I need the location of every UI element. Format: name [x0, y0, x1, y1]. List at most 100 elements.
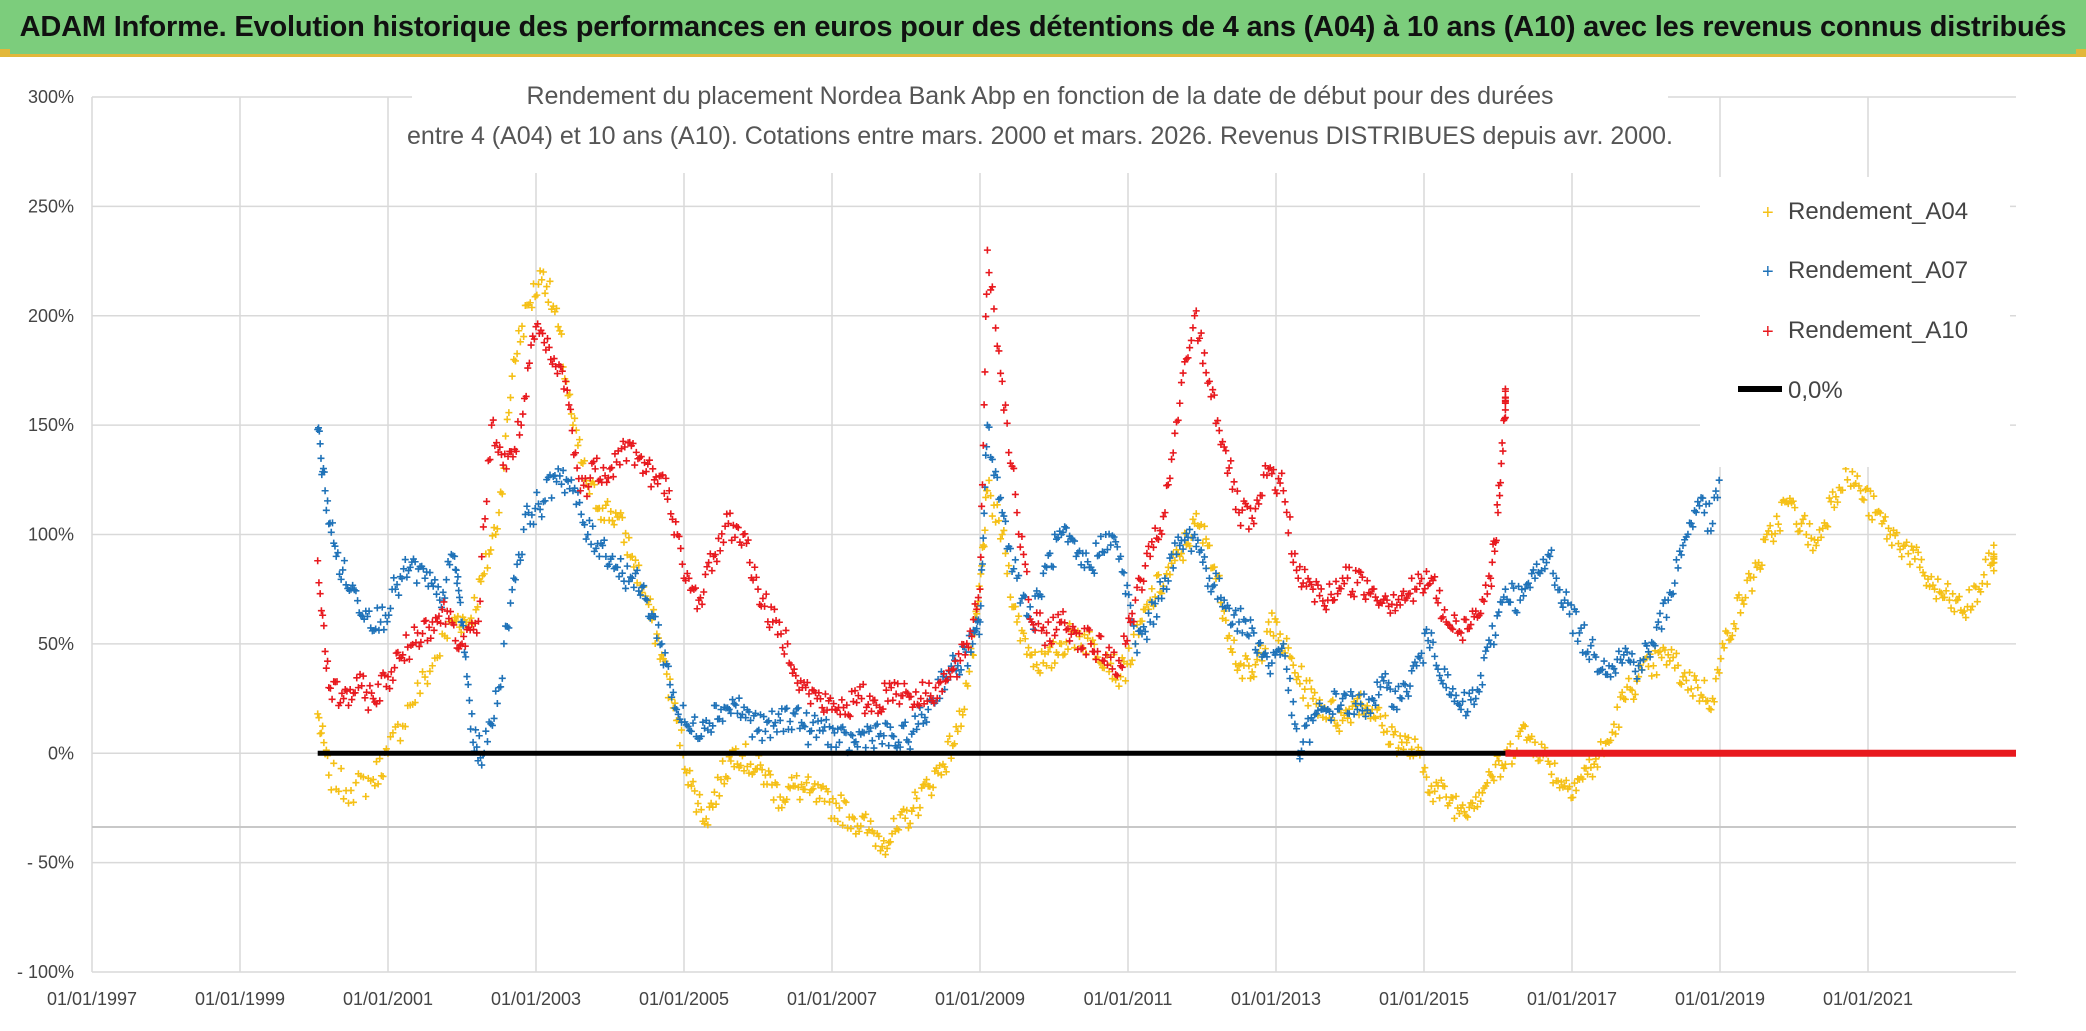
scatter-point [314, 424, 328, 479]
scatter-point [1413, 567, 1434, 597]
y-tick-label: 150% [28, 415, 74, 435]
scatter-point [680, 569, 701, 613]
x-tick-label: 01/01/2019 [1675, 989, 1765, 1009]
scatter-point [495, 586, 516, 692]
scatter-point [1494, 415, 1509, 517]
scatter-point [1057, 523, 1079, 546]
x-tick-label: 01/01/1999 [195, 989, 285, 1009]
legend-marker-a04: + [1762, 202, 1774, 224]
scatter-point [1590, 651, 1611, 679]
scatter-point [1324, 687, 1345, 724]
scatter-point [1605, 647, 1626, 681]
scatter-point [321, 487, 339, 550]
scatter-point [488, 416, 509, 469]
legend-background [1700, 177, 2010, 467]
scatter-point [687, 713, 709, 743]
title-background [412, 69, 1668, 173]
scatter-point [1487, 593, 1508, 649]
scatter-point [369, 669, 390, 708]
scatter-point [1501, 385, 1509, 422]
scatter-point [1398, 574, 1419, 605]
banner-corner-right [2076, 49, 2086, 55]
scatter-point [1294, 563, 1315, 591]
scatter-point [983, 246, 1005, 377]
scatter-point [1191, 307, 1212, 387]
scatter-point [628, 566, 649, 603]
scatter-point [1546, 759, 1567, 792]
scatter-point [806, 712, 827, 741]
scatter-point [325, 759, 353, 807]
scatter-point [1324, 577, 1345, 605]
scatter-point [1472, 636, 1493, 703]
scatter-point [1901, 538, 1922, 568]
scatter-point [421, 568, 442, 598]
scatter-point [465, 572, 487, 628]
scatter-point [1783, 494, 1804, 536]
scatter-point [1205, 377, 1227, 449]
scatter-point [576, 458, 598, 500]
scatter-point [1265, 464, 1286, 497]
scatter-point [1339, 563, 1360, 601]
scatter-point [1561, 775, 1582, 802]
scatter-point [1649, 596, 1671, 650]
scatter-point [828, 696, 849, 718]
legend-label-a10: Rendement_A10 [1788, 317, 1968, 344]
scatter-point [880, 815, 901, 859]
scatter-point [1694, 676, 1715, 714]
scatter-point [354, 670, 376, 714]
scatter-point [1561, 588, 1582, 645]
scatter-point [865, 720, 886, 752]
scatter-point [650, 471, 672, 503]
scatter-point [1457, 686, 1478, 720]
scatter-point [314, 557, 332, 672]
scatter-point [495, 372, 516, 517]
scatter-point [998, 509, 1019, 576]
scatter-point [983, 421, 1005, 503]
scatter-point [1339, 688, 1360, 718]
scatter-point [643, 596, 664, 649]
scatter-point [1857, 485, 1878, 524]
scatter-point [1664, 646, 1685, 688]
legend: + Rendement_A04 + Rendement_A07 + Rendem… [1700, 177, 2010, 467]
scatter-point [613, 509, 635, 561]
scatter-point [1768, 496, 1789, 545]
x-tick-label: 01/01/2011 [1084, 989, 1173, 1009]
chart-title-line2: entre 4 (A04) et 10 ans (A10). Cotations… [407, 122, 1673, 150]
scatter-point [702, 701, 723, 736]
banner-corner-left [0, 49, 10, 55]
scatter-point [643, 595, 664, 663]
scatter-point [517, 332, 538, 429]
scatter-point [1250, 462, 1271, 528]
scatter-point [539, 268, 561, 316]
scatter-point [1960, 582, 1981, 622]
scatter-point [917, 678, 938, 708]
scatter-point [1797, 512, 1819, 554]
scatter-point [1664, 547, 1685, 604]
scatter-point [1368, 704, 1389, 736]
scatter-point [998, 377, 1019, 498]
scatter-point [895, 805, 916, 834]
scatter-point [1057, 608, 1079, 645]
scatter-point [1575, 621, 1597, 663]
scatter-point [325, 678, 346, 710]
scatter-point [480, 524, 501, 578]
scatter-point [976, 290, 991, 593]
scatter-point [1487, 501, 1501, 590]
scatter-point [1457, 607, 1478, 644]
scatter-point [983, 476, 1005, 543]
scatter-point [702, 773, 723, 829]
scatter-point [1353, 567, 1375, 603]
scatter-point [1013, 572, 1034, 621]
scatter-point [1635, 638, 1656, 674]
scatter-point [606, 437, 627, 481]
scatter-point [1368, 585, 1389, 609]
scatter-point [340, 674, 361, 709]
scatter-point [1368, 670, 1389, 709]
scatter-point [1087, 532, 1108, 577]
scatter-point [946, 640, 968, 681]
scatter-point [1886, 526, 1907, 561]
x-tick-label: 01/01/2015 [1379, 989, 1469, 1009]
scatter-point [428, 598, 450, 634]
scatter-point [584, 516, 605, 560]
x-tick-label: 01/01/2013 [1231, 989, 1321, 1009]
